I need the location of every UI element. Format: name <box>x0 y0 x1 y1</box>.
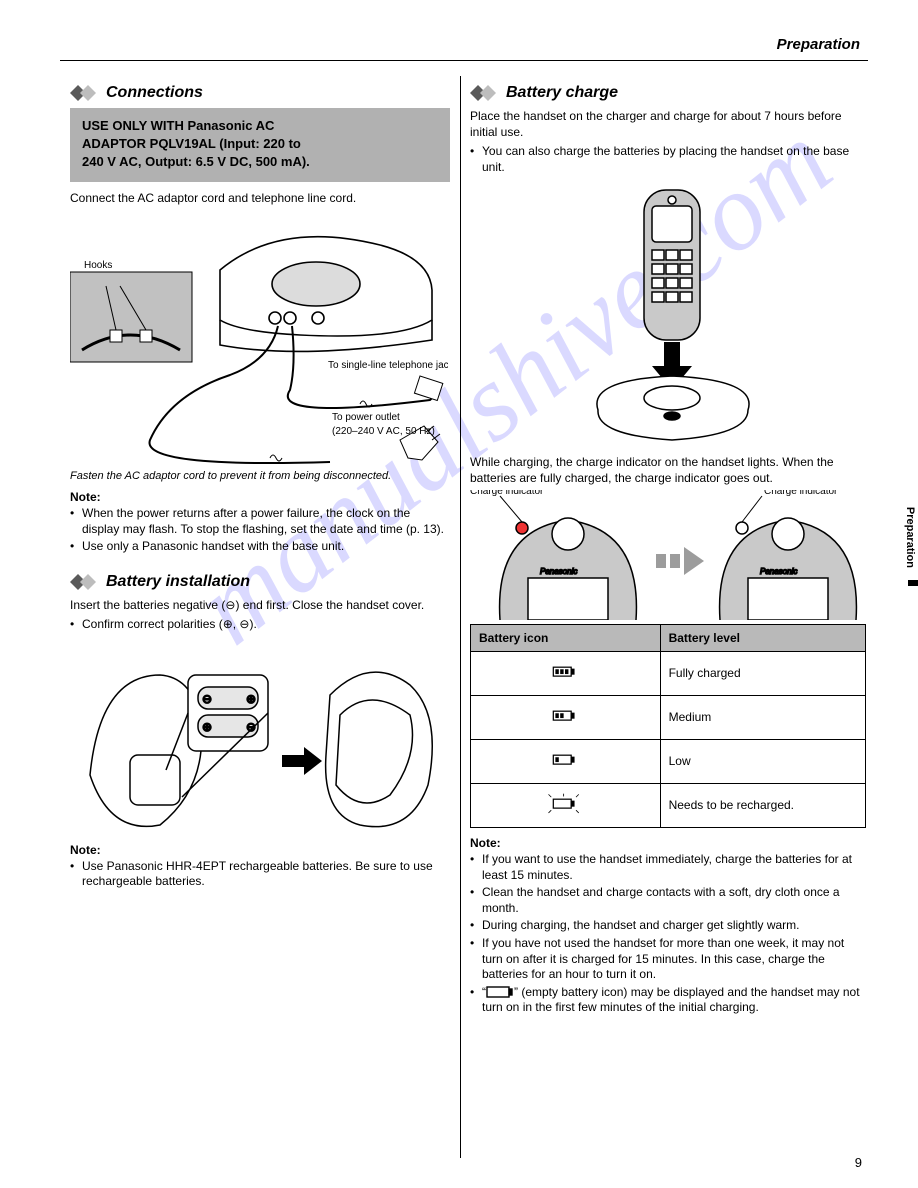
battery-level-cell: Medium <box>660 695 865 739</box>
battery-table-row: Fully charged <box>471 651 866 695</box>
diagram-volts: (220–240 V AC, 50 Hz) <box>332 426 448 437</box>
battery-table: Battery icon Battery level Fully charged… <box>470 624 866 828</box>
diagram-hooks-label: Hooks <box>84 260 112 271</box>
right-column: Battery charge Place the handset on the … <box>470 76 866 1158</box>
battery-table-head-level: Battery level <box>660 624 865 651</box>
battery-icon-cell <box>471 783 661 827</box>
charge-note-4-text: If you have not used the handset for mor… <box>482 936 866 983</box>
charge-para-1: Place the handset on the charger and cha… <box>470 108 866 140</box>
adaptor-warning-box: USE ONLY WITH Panasonic AC ADAPTOR PQLV1… <box>70 108 450 182</box>
charge-note-5-text: “” (empty battery icon) may be displayed… <box>482 985 866 1016</box>
fasten-caption: Fasten the AC adaptor cord to prevent it… <box>70 470 450 482</box>
heading-battery-install: Battery installation <box>70 573 450 591</box>
heading-connections: Connections <box>70 84 450 102</box>
battery-table-row: Medium <box>471 695 866 739</box>
warning-line-3: 240 V AC, Output: 6.5 V DC, 500 mA). <box>82 154 438 169</box>
battery-table-head-icon: Battery icon <box>471 624 661 651</box>
charge-note-head: Note: <box>470 836 866 850</box>
connections-note-1: •When the power returns after a power fa… <box>70 506 450 537</box>
charge-note-1: •If you want to use the handset immediat… <box>470 852 866 883</box>
battery-icon-cell <box>471 695 661 739</box>
connections-note-2-text: Use only a Panasonic handset with the ba… <box>82 539 344 555</box>
charge-note-3-text: During charging, the handset and charger… <box>482 918 800 934</box>
battery-install-diagram: ⊖⊕ ⊕⊖ <box>70 635 448 835</box>
svg-text:Panasonic: Panasonic <box>760 567 797 576</box>
battery-install-helper-text: Confirm correct polarities (⊕, ⊖). <box>82 617 257 633</box>
column-separator <box>460 76 461 1158</box>
edge-tab-mark <box>908 580 918 586</box>
heading-battery-charge-label: Battery charge <box>506 84 618 102</box>
charger-diagram <box>548 180 788 450</box>
charge-para-alt-text: You can also charge the batteries by pla… <box>482 144 866 175</box>
svg-text:⊕: ⊕ <box>202 720 212 734</box>
heading-connections-label: Connections <box>106 84 203 102</box>
connections-note-1-text: When the power returns after a power fai… <box>82 506 450 537</box>
charge-indicator-label-on: Charge indicator <box>470 490 590 497</box>
page-number: 9 <box>855 1155 862 1170</box>
heading-battery-install-label: Battery installation <box>106 573 250 591</box>
diamond-icon <box>70 85 98 101</box>
connections-lead: Connect the AC adaptor cord and telephon… <box>70 190 450 206</box>
charge-indicator-para: While charging, the charge indicator on … <box>470 454 866 486</box>
battery-level-cell: Fully charged <box>660 651 865 695</box>
charge-para-alt: •You can also charge the batteries by pl… <box>470 144 866 175</box>
svg-text:Panasonic: Panasonic <box>540 567 577 576</box>
charge-note-2: •Clean the handset and charge contacts w… <box>470 885 866 916</box>
charge-indicator-diagram: Panasonic Charge indicator Panasonic Cha… <box>470 490 866 620</box>
battery-table-row: Needs to be recharged. <box>471 783 866 827</box>
header-rule <box>60 60 868 61</box>
battery-install-note-1: •Use Panasonic HHR-4EPT rechargeable bat… <box>70 859 450 890</box>
svg-text:⊕: ⊕ <box>246 692 256 706</box>
charge-indicator-label-off: Charge indicator <box>764 490 866 497</box>
battery-icon-cell <box>471 739 661 783</box>
battery-install-note-1-text: Use Panasonic HHR-4EPT rechargeable batt… <box>82 859 450 890</box>
diagram-to-phone-jack: To single-line telephone jack <box>328 360 448 371</box>
battery-icon-cell <box>471 651 661 695</box>
diamond-icon <box>470 85 498 101</box>
charge-note-5-tail: (empty battery icon) may be displayed an… <box>482 985 860 1015</box>
charge-note-3: •During charging, the handset and charge… <box>470 918 866 934</box>
svg-text:⊖: ⊖ <box>202 692 212 706</box>
connections-note-head: Note: <box>70 490 450 504</box>
connections-diagram: Hooks T <box>70 210 448 470</box>
heading-battery-charge: Battery charge <box>470 84 866 102</box>
diamond-icon <box>70 574 98 590</box>
battery-level-cell: Low <box>660 739 865 783</box>
warning-line-2: ADAPTOR PQLV19AL (Input: 220 to <box>82 136 438 151</box>
battery-install-text: Insert the batteries negative (⊖) end fi… <box>70 597 450 613</box>
warning-line-1: USE ONLY WITH Panasonic AC <box>82 118 438 133</box>
battery-empty-inline-icon <box>486 986 514 998</box>
running-head: Preparation <box>777 36 860 53</box>
battery-table-row: Low <box>471 739 866 783</box>
battery-install-note-head: Note: <box>70 843 450 857</box>
left-column: Connections USE ONLY WITH Panasonic AC A… <box>70 76 450 1158</box>
connections-note-2: •Use only a Panasonic handset with the b… <box>70 539 450 555</box>
charge-note-2-text: Clean the handset and charge contacts wi… <box>482 885 866 916</box>
battery-install-helper: •Confirm correct polarities (⊕, ⊖). <box>70 617 450 633</box>
charge-note-1-text: If you want to use the handset immediate… <box>482 852 866 883</box>
diagram-to-power-outlet: To power outlet <box>332 412 448 423</box>
battery-level-cell: Needs to be recharged. <box>660 783 865 827</box>
charge-note-4: •If you have not used the handset for mo… <box>470 936 866 983</box>
connections-lead-text: Connect the AC adaptor cord and telephon… <box>70 190 450 206</box>
edge-tab-label: Preparation <box>904 507 916 568</box>
charge-note-5: • “” (empty battery icon) may be display… <box>470 985 866 1016</box>
